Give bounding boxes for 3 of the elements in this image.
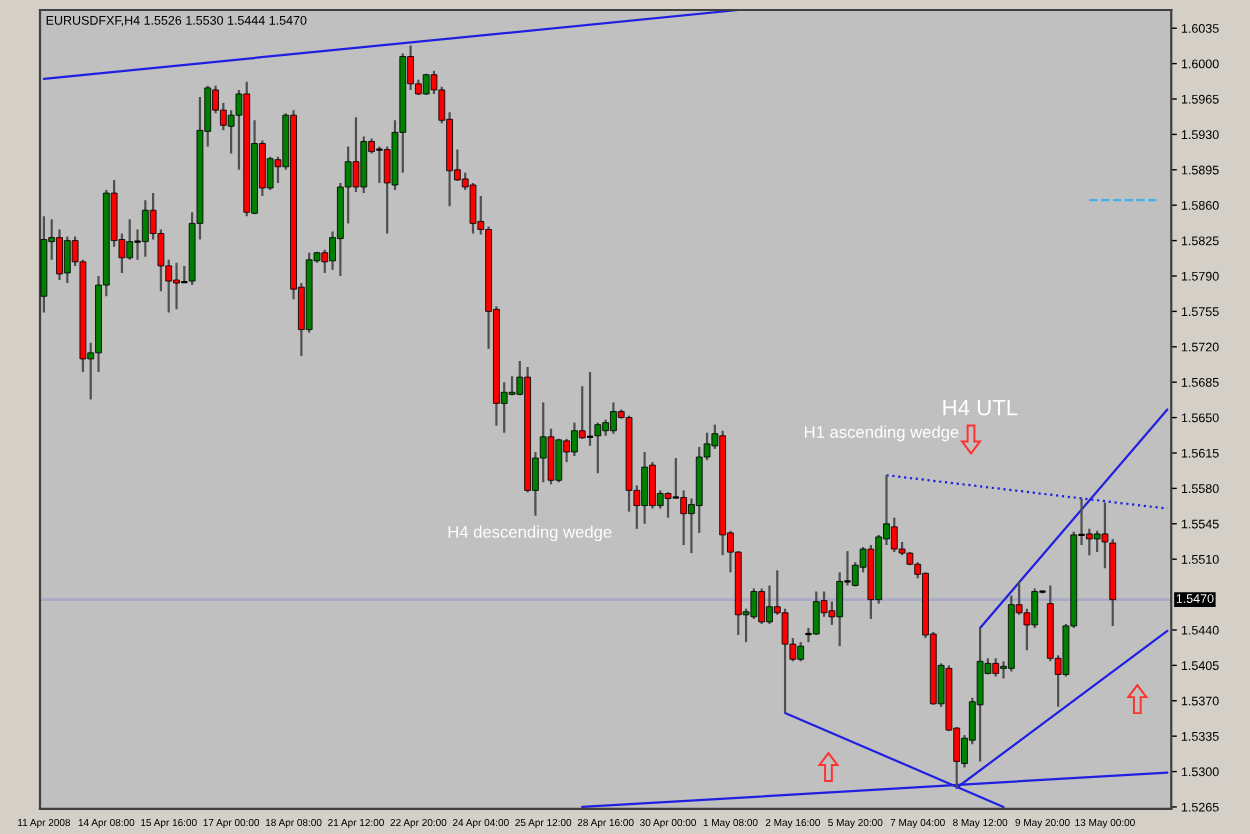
annotation: H1 ascending wedge bbox=[804, 425, 959, 442]
annotation: H4 descending wedge bbox=[448, 525, 612, 542]
annotation: H4 UTL bbox=[943, 399, 1018, 416]
